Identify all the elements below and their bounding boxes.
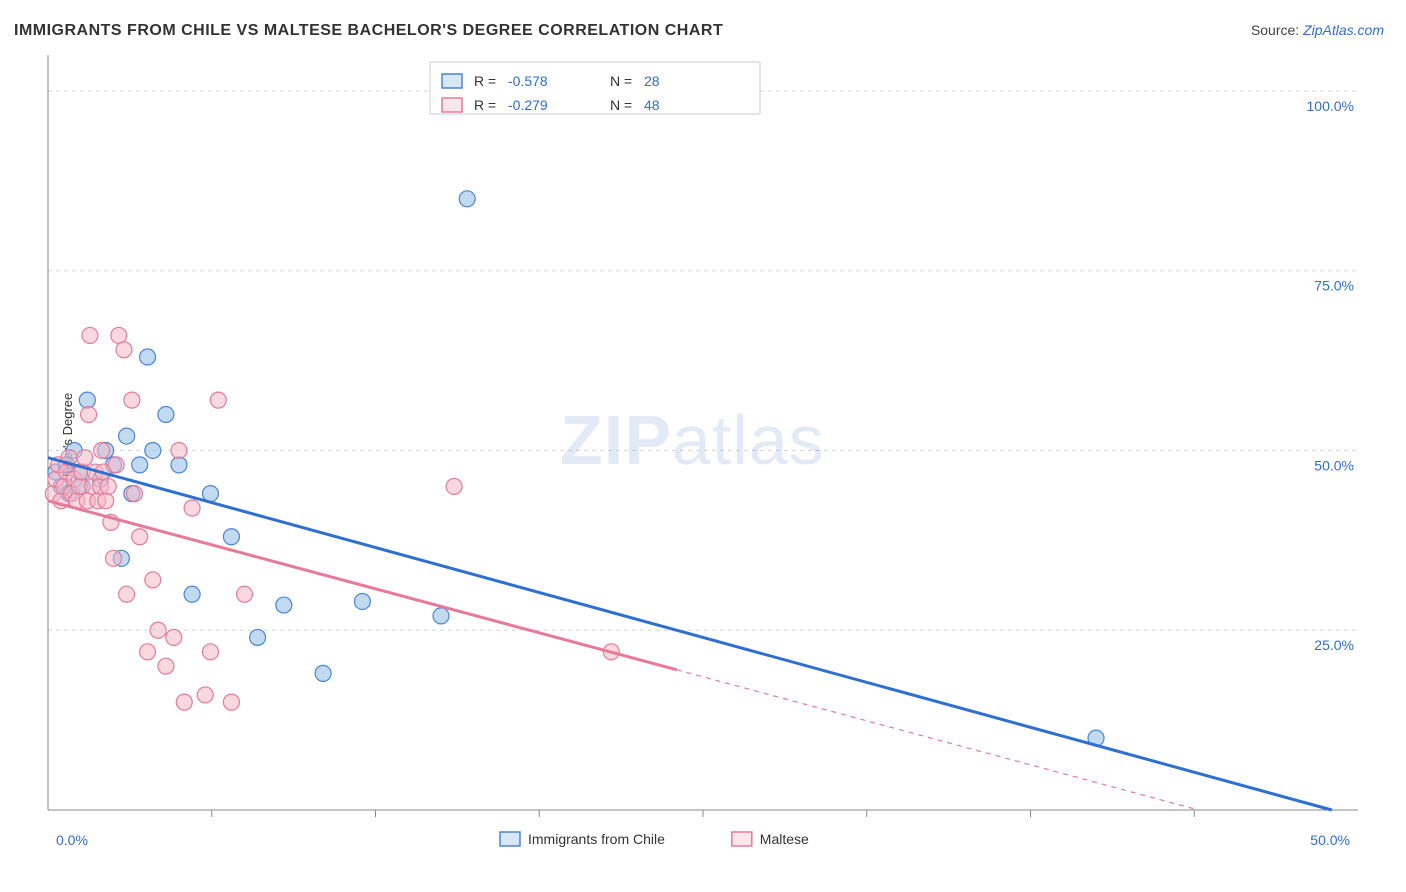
scatter-point [446,478,462,494]
series-legend-label: Immigrants from Chile [528,831,665,847]
scatter-point [79,392,95,408]
scatter-point [184,586,200,602]
series-legend-swatch [500,832,520,846]
scatter-point [223,694,239,710]
scatter-point [140,644,156,660]
scatter-point [250,629,266,645]
scatter-point [176,694,192,710]
scatter-point [354,593,370,609]
scatter-point [82,327,98,343]
scatter-point [106,550,122,566]
trend-line [48,458,1332,810]
scatter-point [202,644,218,660]
legend-r-value: -0.578 [508,73,548,89]
y-tick-label: 100.0% [1307,98,1354,114]
scatter-point [210,392,226,408]
legend-n-label: N = [610,73,632,89]
scatter-point [145,572,161,588]
scatter-point [140,349,156,365]
scatter-point [171,457,187,473]
scatter-point [98,493,114,509]
scatter-point [126,486,142,502]
scatter-point [197,687,213,703]
scatter-point [315,665,331,681]
scatter-point [81,407,97,423]
legend-swatch [442,74,462,88]
scatter-point [158,658,174,674]
scatter-point [132,529,148,545]
legend-n-value: 28 [644,73,660,89]
legend-r-label: R = [474,97,496,113]
legend-swatch [442,98,462,112]
scatter-point [150,622,166,638]
scatter-point [166,629,182,645]
legend-r-value: -0.279 [508,97,548,113]
legend-r-label: R = [474,73,496,89]
scatter-point [94,442,110,458]
x-tick-label: 50.0% [1310,832,1350,848]
scatter-point [433,608,449,624]
scatter-point [223,529,239,545]
series-legend-label: Maltese [760,831,809,847]
scatter-point [119,586,135,602]
scatter-point [132,457,148,473]
scatter-point [184,500,200,516]
series-legend-swatch [732,832,752,846]
trend-line-dashed [677,670,1199,810]
scatter-point [116,342,132,358]
scatter-point [77,450,93,466]
y-tick-label: 25.0% [1314,637,1354,653]
trend-line [48,501,677,670]
scatter-point [145,442,161,458]
scatter-point [171,442,187,458]
scatter-point [276,597,292,613]
correlation-scatter-chart: 25.0% 50.0% 75.0% 100.0% 0.0% 50.0% R = -0.578 N… [0,0,1406,892]
x-tick-label: 0.0% [56,832,88,848]
scatter-point [124,392,140,408]
scatter-point [158,407,174,423]
scatter-point [237,586,253,602]
scatter-point [100,478,116,494]
y-tick-label: 75.0% [1314,278,1354,294]
y-tick-label: 50.0% [1314,457,1354,473]
legend-n-value: 48 [644,97,660,113]
scatter-point [119,428,135,444]
scatter-point [459,191,475,207]
legend-n-label: N = [610,97,632,113]
scatter-point [108,457,124,473]
scatter-point [111,327,127,343]
